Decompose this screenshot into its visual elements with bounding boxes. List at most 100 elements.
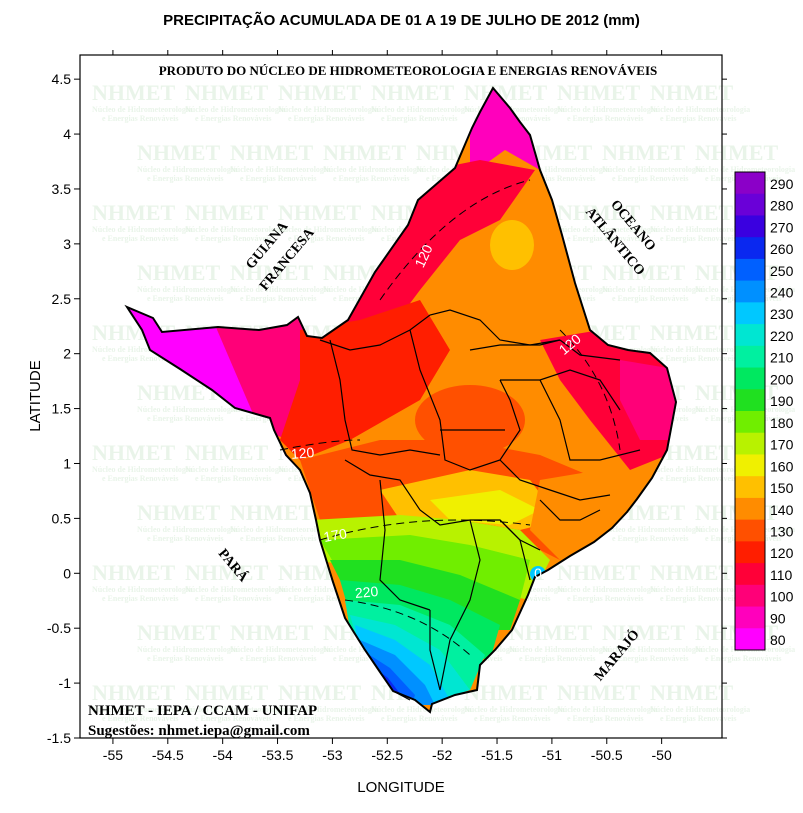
watermark-caption: e Energias Renováveis [612, 534, 688, 543]
watermark-logo: NHMET [230, 620, 313, 645]
watermark-caption: Núcleo de Hidrometeorologia [92, 105, 192, 114]
colorbar-tick-label: 100 [770, 589, 794, 605]
watermark-caption: Núcleo de Hidrometeorologia [602, 645, 702, 654]
watermark-caption: Núcleo de Hidrometeorologia [185, 705, 285, 714]
y-tick-label: 1.5 [52, 401, 72, 417]
watermark-caption: e Energias Renováveis [102, 474, 178, 483]
colorbar-tick-label: 180 [770, 415, 794, 431]
watermark-caption: Núcleo de Hidrometeorologia [650, 105, 750, 114]
watermark-caption: Núcleo de Hidrometeorologia [602, 285, 702, 294]
colorbar-swatch [735, 215, 765, 238]
watermark-caption: Núcleo de Hidrometeorologia [650, 345, 750, 354]
colorbar-swatch [735, 476, 765, 499]
watermark-caption: e Energias Renováveis [660, 594, 736, 603]
y-tick-label: -1.5 [47, 730, 71, 746]
watermark-caption: e Energias Renováveis [612, 654, 688, 663]
watermark-caption: Núcleo de Hidrometeorologia [371, 705, 471, 714]
colorbar-tick-label: 170 [770, 437, 794, 453]
contour-lines [279, 179, 621, 656]
watermark-logo: NHMET [185, 200, 268, 225]
watermark-caption: e Energias Renováveis [195, 234, 271, 243]
credits-line-1: NHMET - IEPA / CCAM - UNIFAP [88, 703, 317, 719]
colorbar-swatch [735, 258, 765, 282]
colorbar-swatch [735, 302, 765, 325]
watermark-caption: Núcleo de Hidrometeorologia [137, 525, 237, 534]
colorbar-swatch [735, 411, 765, 434]
colorbar-legend: 290 280 270 260 250 240 230 220 210 200 190 180 170 1… [734, 171, 794, 651]
colorbar-tick-label: 290 [770, 176, 794, 192]
watermark-logo: NHMET [509, 620, 592, 645]
y-axis: 4.5 4 3.5 3 2.5 2 1.5 1 0.5 0 -0.5 -1 -1.5 [47, 71, 727, 746]
colorbar-swatch [735, 497, 765, 521]
colorbar-swatch [735, 519, 765, 542]
watermark-caption: Núcleo de Hidrometeorologia [185, 465, 285, 474]
y-tick-label: -0.5 [47, 620, 71, 636]
y-tick-label: 0.5 [52, 510, 72, 526]
y-tick-label: 4.5 [52, 71, 72, 87]
x-axis-label: LONGITUDE [357, 779, 445, 796]
watermark-caption: Núcleo de Hidrometeorologia [650, 465, 750, 474]
watermark-caption: e Energias Renováveis [240, 294, 316, 303]
watermark-caption: e Energias Renováveis [102, 114, 178, 123]
watermark-caption: e Energias Renováveis [612, 174, 688, 183]
watermark-caption: Núcleo de Hidrometeorologia [230, 645, 330, 654]
colorbar-tick-label: 220 [770, 328, 794, 344]
watermark-logo: NHMET [185, 680, 268, 705]
watermark-caption: Núcleo de Hidrometeorologia [230, 525, 330, 534]
y-tick-label: 1 [63, 455, 71, 471]
watermark-logo: NHMET [650, 200, 733, 225]
watermark-logo: NHMET [695, 140, 778, 165]
watermark-caption: Núcleo de Hidrometeorologia [557, 705, 657, 714]
y-tick-label: 3.5 [52, 181, 72, 197]
watermark-caption: e Energias Renováveis [660, 234, 736, 243]
watermark-caption: Núcleo de Hidrometeorologia [185, 225, 285, 234]
y-tick-label: -1 [59, 675, 72, 691]
watermark-caption: e Energias Renováveis [567, 714, 643, 723]
y-axis-label: LATITUDE [27, 360, 44, 431]
watermark-logo: NHMET [137, 500, 220, 525]
colorbar-tick-label: 110 [770, 567, 793, 583]
colorbar-tick-label: 250 [770, 263, 794, 279]
colorbar-swatch [735, 389, 765, 412]
watermark-logo: NHMET [323, 140, 406, 165]
watermark-caption: e Energias Renováveis [240, 174, 316, 183]
watermark-caption: e Energias Renováveis [288, 114, 364, 123]
colorbar-tick-label: 150 [770, 480, 794, 496]
watermark-caption: e Energias Renováveis [660, 114, 736, 123]
watermark-caption: Núcleo de Hidrometeorologia [278, 225, 378, 234]
watermark-caption: e Energias Renováveis [195, 594, 271, 603]
colorbar-swatch [735, 367, 765, 390]
colorbar-swatch [735, 628, 765, 651]
colorbar-swatch [735, 541, 765, 564]
watermark-caption: e Energias Renováveis [381, 114, 457, 123]
watermark-logo: NHMET [92, 440, 175, 465]
colorbar-tick-label: 200 [770, 371, 794, 387]
watermark-caption: e Energias Renováveis [102, 354, 178, 363]
contour-label: 170 [322, 525, 348, 545]
watermark-logo: NHMET [278, 680, 361, 705]
watermark-caption: Núcleo de Hidrometeorologia [464, 105, 564, 114]
x-tick-label: -51 [542, 747, 562, 763]
colorbar-swatch [735, 563, 765, 586]
colorbar-swatch [735, 324, 765, 347]
watermark-caption: Núcleo de Hidrometeorologia [278, 585, 378, 594]
x-tick-label: -55 [103, 747, 123, 763]
contour-label: 220 [354, 583, 379, 601]
colorbar-tick-label: 190 [770, 393, 794, 409]
watermark-caption: e Energias Renováveis [288, 714, 364, 723]
y-tick-label: 4 [63, 126, 71, 142]
watermark-caption: e Energias Renováveis [195, 714, 271, 723]
x-tick-label: -50 [652, 747, 672, 763]
watermark-caption: e Energias Renováveis [195, 114, 271, 123]
colorbar-frame [734, 171, 766, 651]
watermark-caption: Núcleo de Hidrometeorologia [509, 645, 609, 654]
watermark-caption: e Energias Renováveis [660, 714, 736, 723]
y-tick-label: 2.5 [52, 291, 72, 307]
colorbar-swatch [735, 454, 765, 477]
colorbar-swatch [735, 606, 765, 629]
watermark-logo: NHMET [278, 80, 361, 105]
watermark-caption: Núcleo de Hidrometeorologia [371, 105, 471, 114]
contour-label: 0 [534, 565, 542, 581]
watermark-caption: Núcleo de Hidrometeorologia [92, 345, 192, 354]
